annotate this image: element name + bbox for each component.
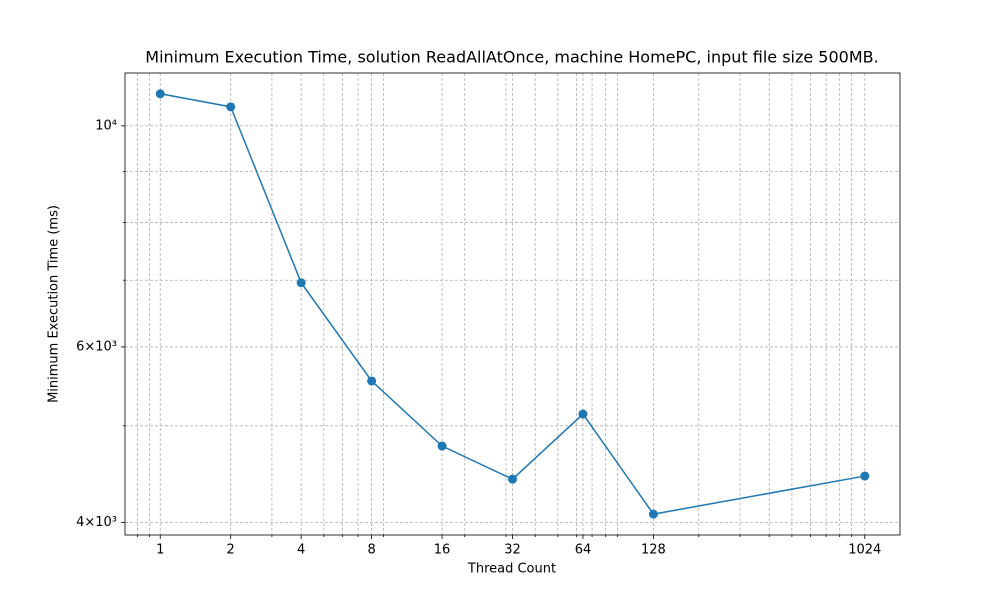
x-tick-label: 2	[227, 543, 235, 558]
data-point	[367, 376, 377, 386]
data-point	[578, 409, 588, 419]
chart-title: Minimum Execution Time, solution ReadAll…	[145, 48, 878, 67]
x-tick-label: 128	[641, 543, 666, 558]
x-tick-label: 4	[297, 543, 305, 558]
data-point	[648, 509, 658, 519]
x-tick-label: 32	[504, 543, 521, 558]
data-point	[155, 89, 165, 99]
y-tick-label: 4×10³	[76, 515, 117, 530]
data-point	[226, 102, 236, 112]
y-axis-label: Minimum Execution Time (ms)	[47, 205, 62, 403]
y-tick-label: 6×10³	[76, 339, 117, 354]
x-tick-label: 1024	[848, 543, 881, 558]
data-point	[860, 471, 870, 481]
x-tick-label: 1	[156, 543, 164, 558]
plot-frame	[124, 72, 901, 536]
x-tick-label: 64	[575, 543, 592, 558]
x-tick-label: 16	[434, 543, 451, 558]
data-point	[437, 441, 447, 451]
y-tick-label: 10⁴	[95, 118, 117, 133]
data-point	[296, 278, 306, 288]
x-tick-label: 8	[367, 543, 375, 558]
x-axis-label: Thread Count	[467, 562, 556, 577]
data-point	[508, 474, 518, 484]
